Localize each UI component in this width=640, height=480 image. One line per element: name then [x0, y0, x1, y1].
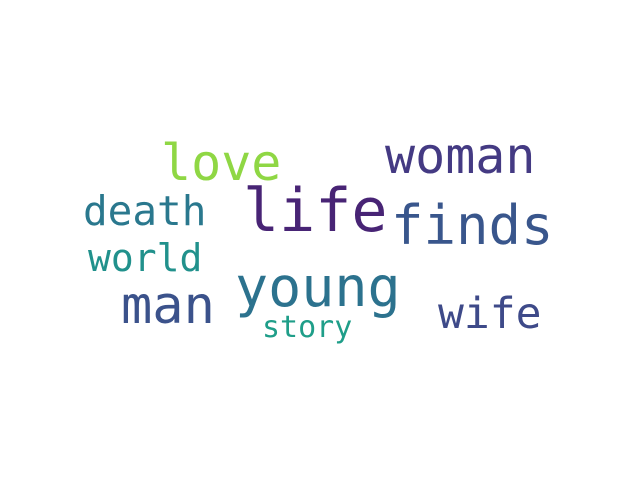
- word-world: world: [88, 236, 203, 280]
- word-man: man: [121, 276, 215, 336]
- word-wife: wife: [438, 289, 542, 339]
- word-love: love: [161, 134, 282, 192]
- word-life: life: [243, 176, 388, 246]
- word-young: young: [235, 255, 401, 319]
- word-story: story: [262, 310, 353, 345]
- word-woman: woman: [385, 127, 536, 185]
- word-death: death: [83, 187, 207, 235]
- word-finds: finds: [391, 194, 554, 257]
